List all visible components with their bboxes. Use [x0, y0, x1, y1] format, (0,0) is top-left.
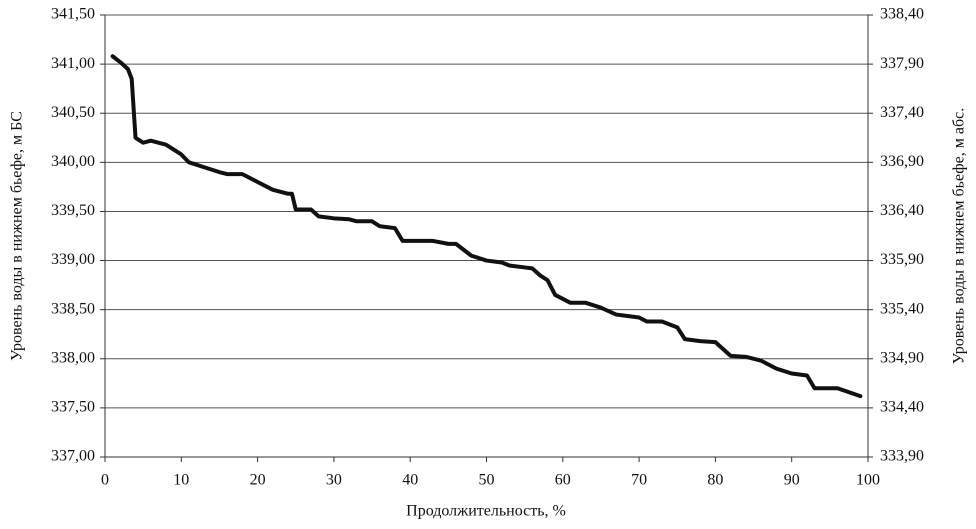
y2-tick-label: 334,90 [880, 349, 924, 366]
y2-tick-label: 337,40 [880, 104, 924, 121]
y-tick-label: 341,00 [51, 55, 95, 72]
x-tick-label: 10 [173, 472, 189, 489]
y-tick-label: 340,00 [51, 153, 95, 170]
y2-tick-label: 336,90 [880, 153, 924, 170]
y2-tick-label: 338,40 [880, 6, 924, 23]
x-tick-label: 40 [402, 472, 418, 489]
y-tick-label: 337,00 [51, 448, 95, 465]
y2-axis-title: Уровень воды в нижнем бьефе, м абс. [951, 108, 968, 364]
y-tick-label: 337,50 [51, 399, 95, 416]
x-tick-label: 0 [101, 472, 109, 489]
y2-tick-label: 334,40 [880, 399, 924, 416]
y-tick-label: 341,50 [51, 6, 95, 23]
x-tick-label: 70 [631, 472, 647, 489]
x-tick-label: 20 [250, 472, 266, 489]
y-tick-label: 338,00 [51, 349, 95, 366]
y2-tick-label: 337,90 [880, 55, 924, 72]
x-tick-label: 90 [784, 472, 800, 489]
x-tick-label: 100 [856, 472, 880, 489]
y-tick-label: 338,50 [51, 300, 95, 317]
x-axis-title: Продолжительность, % [406, 503, 566, 520]
y-tick-label: 339,50 [51, 202, 95, 219]
y2-tick-label: 335,90 [880, 251, 924, 268]
x-tick-label: 50 [479, 472, 495, 489]
y2-tick-label: 335,40 [880, 300, 924, 317]
data-line [110, 54, 863, 399]
x-tick-label: 30 [326, 472, 342, 489]
x-tick-label: 80 [707, 472, 723, 489]
y-axis-title: Уровень воды в нижнем бьефе, м БС [9, 111, 26, 361]
y2-tick-label: 333,90 [880, 448, 924, 465]
x-tick-label: 60 [555, 472, 571, 489]
y-tick-label: 340,50 [51, 104, 95, 121]
y2-tick-label: 336,40 [880, 202, 924, 219]
y-tick-label: 339,00 [51, 251, 95, 268]
